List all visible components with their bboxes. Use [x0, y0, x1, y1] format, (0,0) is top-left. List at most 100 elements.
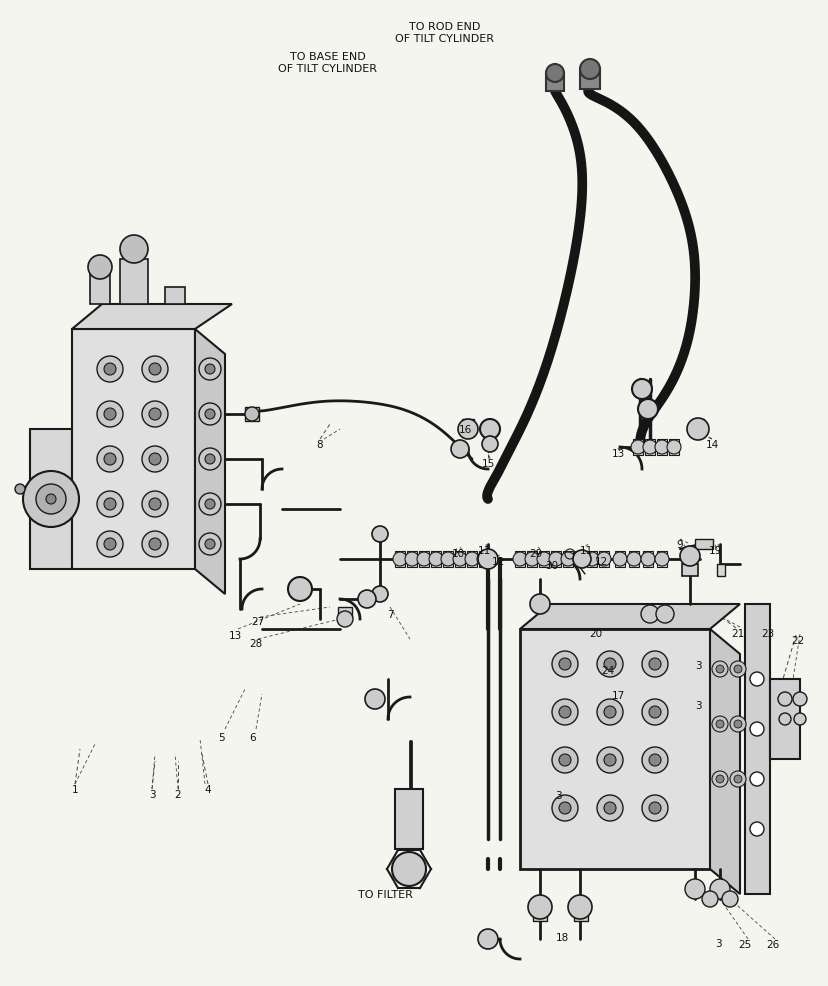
Polygon shape	[30, 430, 72, 570]
Circle shape	[640, 605, 658, 623]
Circle shape	[457, 420, 478, 440]
Text: 24: 24	[600, 666, 614, 675]
Circle shape	[104, 364, 116, 376]
Text: 11: 11	[477, 545, 490, 555]
Circle shape	[15, 484, 25, 495]
Circle shape	[572, 552, 586, 566]
Circle shape	[97, 447, 123, 472]
Circle shape	[596, 747, 623, 773]
Polygon shape	[519, 604, 739, 629]
Polygon shape	[519, 629, 709, 869]
Text: 19: 19	[707, 545, 720, 555]
Circle shape	[199, 403, 221, 426]
Circle shape	[558, 754, 570, 766]
Bar	[668, 440, 678, 456]
Circle shape	[149, 454, 161, 465]
Circle shape	[749, 672, 763, 686]
Circle shape	[596, 795, 623, 821]
Circle shape	[684, 880, 704, 899]
Bar	[628, 551, 638, 567]
Text: TO BASE END: TO BASE END	[290, 52, 365, 62]
Text: 29: 29	[529, 548, 542, 558]
Text: 3: 3	[148, 789, 155, 800]
Polygon shape	[165, 288, 185, 305]
Circle shape	[149, 364, 161, 376]
Text: 30: 30	[545, 560, 558, 571]
Text: 6: 6	[249, 733, 256, 742]
Circle shape	[626, 552, 640, 566]
Circle shape	[440, 552, 455, 566]
Circle shape	[23, 471, 79, 528]
Bar	[562, 551, 572, 567]
Circle shape	[199, 449, 221, 470]
Circle shape	[36, 484, 66, 515]
Bar	[573, 907, 587, 921]
Text: 10: 10	[451, 548, 464, 558]
Text: 27: 27	[251, 616, 264, 626]
Circle shape	[749, 723, 763, 737]
Circle shape	[392, 852, 426, 886]
Polygon shape	[120, 259, 148, 305]
Circle shape	[778, 713, 790, 726]
Circle shape	[715, 720, 723, 729]
Circle shape	[529, 595, 549, 614]
Circle shape	[729, 662, 745, 677]
Circle shape	[199, 494, 221, 516]
Circle shape	[711, 716, 727, 733]
Circle shape	[142, 531, 168, 557]
Text: 21: 21	[730, 628, 744, 638]
Circle shape	[287, 578, 311, 601]
Bar	[644, 440, 654, 456]
Circle shape	[558, 803, 570, 814]
Text: TO FILTER: TO FILTER	[357, 889, 412, 899]
Circle shape	[721, 891, 737, 907]
Circle shape	[149, 408, 161, 421]
Circle shape	[452, 552, 466, 566]
Circle shape	[104, 454, 116, 465]
Bar	[586, 551, 596, 567]
Circle shape	[97, 531, 123, 557]
Text: 13: 13	[610, 449, 623, 458]
Circle shape	[686, 419, 708, 441]
Polygon shape	[195, 329, 224, 595]
Circle shape	[638, 399, 657, 420]
Circle shape	[513, 552, 527, 566]
Circle shape	[648, 754, 660, 766]
Circle shape	[46, 495, 56, 505]
Bar	[394, 789, 422, 849]
Text: 5: 5	[219, 733, 225, 742]
Circle shape	[416, 552, 431, 566]
Circle shape	[641, 652, 667, 677]
Bar	[538, 551, 548, 567]
Circle shape	[612, 552, 626, 566]
Bar	[681, 564, 697, 577]
Bar	[527, 551, 537, 567]
Text: 7: 7	[386, 609, 392, 619]
Circle shape	[120, 236, 148, 263]
Bar	[245, 407, 258, 422]
Polygon shape	[72, 329, 195, 570]
Bar	[514, 551, 524, 567]
Text: 22: 22	[791, 635, 804, 646]
Bar	[461, 420, 474, 430]
Circle shape	[729, 716, 745, 733]
Circle shape	[205, 409, 214, 420]
Circle shape	[428, 552, 442, 566]
Circle shape	[711, 662, 727, 677]
Text: 3: 3	[694, 700, 700, 710]
Circle shape	[596, 552, 610, 566]
Bar	[546, 74, 563, 92]
Text: 26: 26	[765, 939, 778, 950]
Polygon shape	[744, 604, 769, 894]
Circle shape	[372, 527, 388, 542]
Circle shape	[551, 652, 577, 677]
Circle shape	[792, 692, 806, 706]
Text: 12: 12	[491, 556, 504, 566]
Circle shape	[596, 699, 623, 726]
Polygon shape	[769, 679, 799, 759]
Circle shape	[654, 552, 668, 566]
Circle shape	[149, 538, 161, 550]
Circle shape	[479, 420, 499, 440]
Circle shape	[527, 895, 551, 919]
Bar	[431, 551, 440, 567]
